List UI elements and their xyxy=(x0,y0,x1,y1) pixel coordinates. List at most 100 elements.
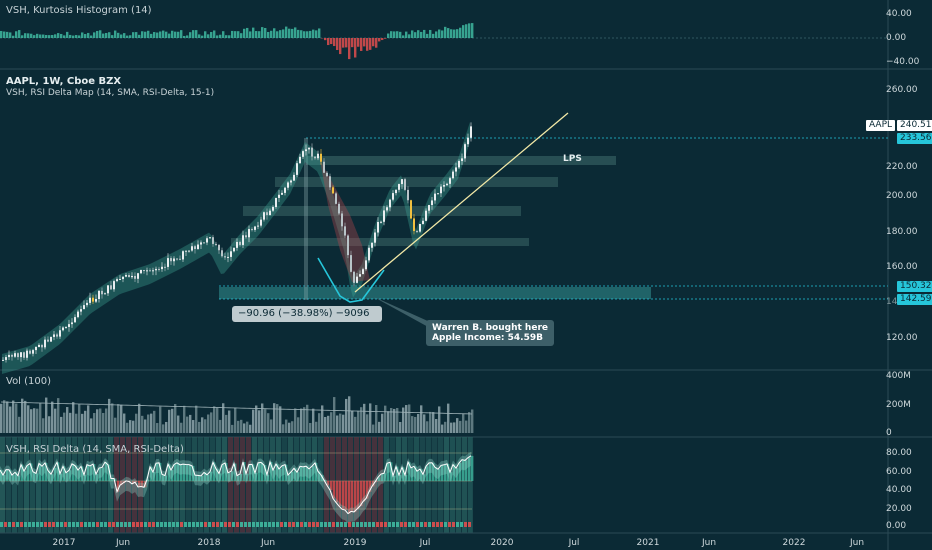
rsi-delta-bar xyxy=(39,463,42,481)
rsi-shade-column xyxy=(252,437,257,533)
rsi-delta-bar xyxy=(240,473,243,481)
rsi-signal-dot xyxy=(56,522,59,527)
volume-bar xyxy=(408,404,411,433)
rsi-delta-bar xyxy=(390,462,393,481)
candle-body xyxy=(5,357,7,360)
rsi-delta-bar xyxy=(15,472,18,481)
kurtosis-bar xyxy=(3,31,6,38)
rsi-delta-bar xyxy=(174,464,177,481)
volume-bar xyxy=(375,404,378,433)
kurtosis-bar xyxy=(60,33,63,38)
kurtosis-bar xyxy=(45,35,48,38)
rsi-delta-bar xyxy=(192,465,195,481)
rsi-delta-bar xyxy=(234,463,237,481)
rsi-shade-column xyxy=(300,437,305,533)
candle-body xyxy=(191,246,193,251)
ytick-120: 120.00 xyxy=(886,333,918,343)
rsi-delta-bar xyxy=(318,471,321,481)
kurtosis-bar xyxy=(240,33,243,38)
kurtosis-bar xyxy=(453,29,456,38)
rsi-delta-bar xyxy=(222,464,225,481)
rsi-signal-dot xyxy=(400,522,403,527)
rsi-delta-bar xyxy=(360,481,363,507)
xtick-2020: 2020 xyxy=(490,538,514,548)
volume-bar xyxy=(273,403,276,433)
kurtosis-bar xyxy=(258,31,261,38)
rsi-shade-column xyxy=(372,437,377,533)
rsi-delta-bar xyxy=(96,474,99,481)
xtick-jul-2020: Jul xyxy=(568,538,580,548)
volume-bar xyxy=(54,408,57,433)
rsi-delta-bar xyxy=(93,464,96,481)
volume-bar xyxy=(198,421,201,433)
volume-bar xyxy=(402,407,405,433)
ytick-rsi-0: 0.00 xyxy=(886,521,907,531)
candle-body xyxy=(311,147,313,157)
rsi-signal-dot xyxy=(36,522,39,527)
rsi-signal-dot xyxy=(152,522,155,527)
rsi-shade-column xyxy=(222,437,227,533)
kurtosis-bar xyxy=(315,30,318,38)
kurtosis-bar xyxy=(468,23,471,38)
rsi-signal-dot xyxy=(372,522,375,527)
volume-bar xyxy=(27,405,30,433)
rsi-shade-column xyxy=(198,437,203,533)
rsi-shade-column xyxy=(0,437,5,533)
kurtosis-bar xyxy=(465,24,468,38)
rsi-signal-dot xyxy=(136,522,139,527)
volume-bar xyxy=(342,414,345,433)
kurtosis-bar xyxy=(180,30,183,38)
kurtosis-bar xyxy=(0,30,3,38)
rsi-shade-column xyxy=(204,437,209,533)
kurtosis-bar xyxy=(252,27,255,38)
rsi-delta-bar xyxy=(363,481,366,502)
rsi-delta-bar xyxy=(366,481,369,499)
rsi-delta-bar xyxy=(231,471,234,481)
last-price-badge: 240.51 xyxy=(897,120,932,131)
rsi-shade-column xyxy=(84,437,89,533)
volume-bar xyxy=(207,414,210,433)
rsi-signal-dot xyxy=(196,522,199,527)
rsi-delta-bar xyxy=(369,481,372,492)
candle-body xyxy=(23,352,25,358)
candle-body xyxy=(104,293,106,295)
rsi-delta-bar xyxy=(411,467,414,481)
kurtosis-bar xyxy=(393,31,396,38)
rsi-delta-bar xyxy=(375,481,378,483)
xtick-2022: 2022 xyxy=(782,538,806,548)
rsi-shade-column xyxy=(450,437,455,533)
volume-bar xyxy=(234,408,237,433)
rsi-shade-column xyxy=(360,437,365,533)
rsi-delta-bar xyxy=(138,481,141,487)
callout-pointer xyxy=(372,296,430,328)
kurtosis-bar xyxy=(159,31,162,38)
rsi-signal-dot xyxy=(340,522,343,527)
rsi-delta-bar xyxy=(273,470,276,481)
rsi-delta-bar xyxy=(21,464,24,481)
kurtosis-bar xyxy=(120,34,123,38)
candle-body xyxy=(14,353,16,357)
rsi-shade-column xyxy=(258,437,263,533)
rsi-signal-dot xyxy=(416,522,419,527)
rsi-delta-bar xyxy=(135,481,138,483)
ytick-160: 160.00 xyxy=(886,262,918,272)
rsi-signal-dot xyxy=(312,522,315,527)
kurtosis-bar xyxy=(429,29,432,38)
candle-body xyxy=(86,302,88,306)
candle-body xyxy=(101,290,103,295)
candle-body xyxy=(137,273,139,279)
rsi-delta-bar xyxy=(435,467,438,481)
candle-body xyxy=(335,193,337,204)
rsi-shade-column xyxy=(426,437,431,533)
kurtosis-bar xyxy=(177,31,180,38)
candle-body xyxy=(431,200,433,206)
rsi-delta-bar xyxy=(405,475,408,481)
kurtosis-bar xyxy=(264,27,267,38)
kurtosis-bar xyxy=(147,30,150,38)
candle-body xyxy=(251,229,253,231)
rsi-signal-dot xyxy=(4,522,7,527)
volume-bar xyxy=(132,420,135,433)
rsi-delta-bar xyxy=(459,463,462,481)
kurtosis-bar xyxy=(36,33,39,38)
